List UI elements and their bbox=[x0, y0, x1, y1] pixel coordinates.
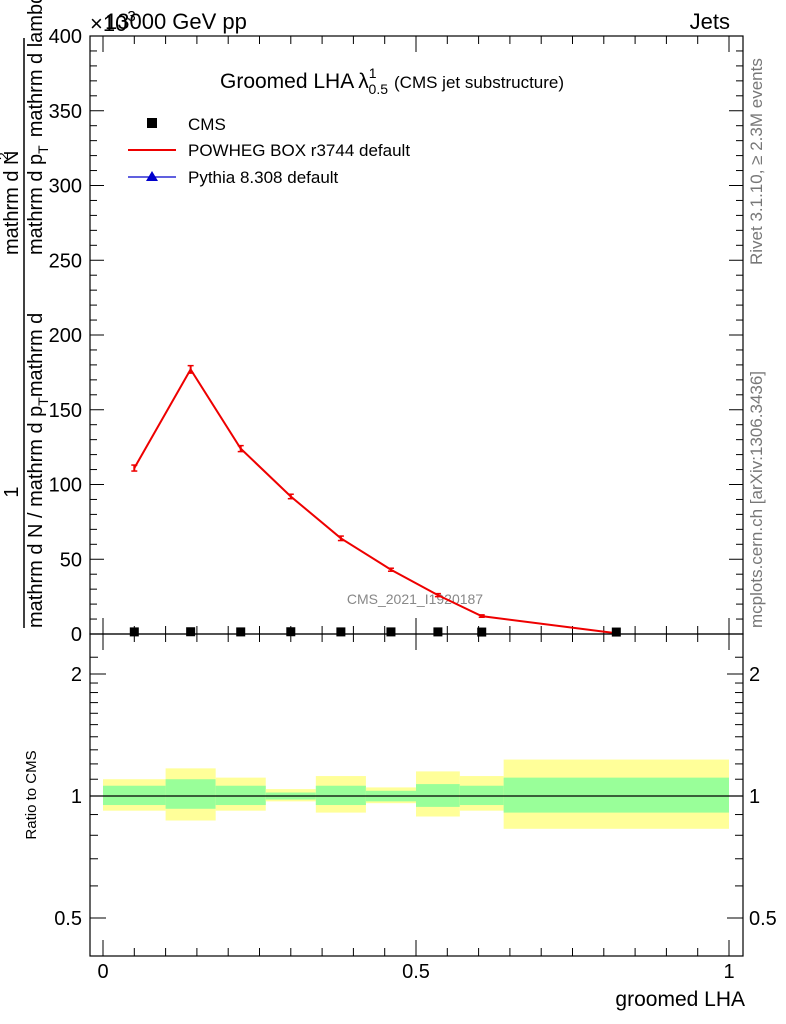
ratio-y-tick-label-right: 1 bbox=[749, 786, 760, 808]
ratio-inner-band bbox=[103, 785, 166, 806]
x-tick-label: 0 bbox=[97, 961, 108, 983]
legend: CMS POWHEG BOX r3744 default Pythia 8.30… bbox=[128, 115, 410, 187]
title-subscript: 0.5 bbox=[369, 81, 389, 97]
header-process: Jets bbox=[690, 9, 730, 34]
y-label-dn-dpt: mathrm d N / mathrm d p bbox=[25, 406, 47, 628]
main-plot-title: Groomed LHA λ1 0.5 (CMS jet substructure) bbox=[220, 65, 564, 97]
ratio-inner-band bbox=[459, 785, 504, 806]
ratio-y-tick-label: 2 bbox=[71, 664, 82, 686]
main-y-tick-label: 100 bbox=[49, 475, 82, 497]
main-y-tick-label: 150 bbox=[49, 400, 82, 422]
y-label-one: 1 bbox=[1, 486, 23, 497]
mcplots-label: mcplots.cern.ch [arXiv:1306.3436] bbox=[747, 371, 766, 628]
main-y-ticks: 0 50 100 150 200 250 300 350 400 bbox=[49, 26, 743, 646]
title-lambda: λ bbox=[358, 70, 369, 93]
title-superscript: 1 bbox=[369, 65, 377, 81]
main-y-tick-label: 0 bbox=[71, 624, 82, 646]
main-y-tick-label: 400 bbox=[49, 26, 82, 48]
ratio-bands-layer bbox=[103, 759, 729, 829]
main-y-tick-label: 300 bbox=[49, 176, 82, 198]
main-x-ticks bbox=[102, 36, 730, 634]
y-label-t-sub: T bbox=[35, 397, 51, 406]
ratio-y-ticks: 0.5 0.5 1 1 2 2 bbox=[54, 656, 777, 930]
cms-data-point bbox=[386, 627, 396, 637]
ratio-inner-band bbox=[215, 785, 266, 806]
main-series-layer bbox=[129, 364, 621, 637]
title-text: Groomed LHA bbox=[220, 70, 354, 93]
main-y-tick-label: 250 bbox=[49, 250, 82, 272]
x-axis-label: groomed LHA bbox=[615, 988, 745, 1011]
ratio-x-ticks: 0 0.5 1 bbox=[97, 634, 735, 983]
ratio-inner-band bbox=[503, 777, 729, 813]
cms-data-point bbox=[129, 627, 139, 637]
main-y-tick-label: 50 bbox=[60, 549, 82, 571]
y-multiplier-power: 3 bbox=[127, 8, 135, 25]
ratio-y-tick-label-right: 2 bbox=[749, 664, 760, 686]
rivet-label: Rivet 3.1.10, ≥ 2.3M events bbox=[747, 58, 766, 265]
ratio-y-label: Ratio to CMS bbox=[23, 750, 40, 839]
y-label-power: 2 bbox=[0, 152, 11, 160]
main-y-tick-label: 350 bbox=[49, 101, 82, 123]
x-tick-label: 0.5 bbox=[402, 961, 430, 983]
main-y-label: 1 mathrm d N / mathrm d pTmathrm d mathr… bbox=[0, 0, 51, 628]
y-multiplier: ×103 bbox=[90, 8, 136, 36]
ratio-inner-band bbox=[315, 785, 366, 806]
cms-data-point bbox=[477, 627, 487, 637]
cms-data-point bbox=[286, 627, 296, 637]
cms-data-point bbox=[611, 627, 621, 637]
ratio-inner-band bbox=[165, 779, 216, 809]
ratio-y-tick-label: 0.5 bbox=[54, 908, 82, 930]
cms-data-point bbox=[186, 627, 196, 637]
y-label-numerator: mathrm d pTmathrm d lambda bbox=[25, 0, 51, 255]
legend-pythia-label: Pythia 8.308 default bbox=[188, 168, 339, 187]
x-tick-label: 1 bbox=[723, 961, 734, 983]
cms-data-point bbox=[433, 627, 443, 637]
header-energy: 13000 GeV pp bbox=[105, 9, 247, 34]
ratio-y-tick-label-right: 0.5 bbox=[749, 908, 777, 930]
y-label-dlambda: mathrm d lambda bbox=[25, 0, 47, 137]
legend-pythia-marker bbox=[146, 171, 158, 181]
title-suffix: (CMS jet substructure) bbox=[394, 73, 564, 92]
y-label-t-sub-2: T bbox=[35, 145, 51, 154]
cms-data-point bbox=[236, 627, 246, 637]
legend-powheg-label: POWHEG BOX r3744 default bbox=[188, 141, 410, 160]
y-label-denominator: mathrm d N / mathrm d pTmathrm d bbox=[25, 313, 51, 628]
main-y-tick-label: 200 bbox=[49, 325, 82, 347]
y-multiplier-base: ×10 bbox=[90, 11, 127, 36]
y-label-dp: mathrm d p bbox=[25, 154, 47, 255]
ratio-y-tick-label: 1 bbox=[71, 786, 82, 808]
y-label-dn: mathrm d N bbox=[1, 151, 23, 255]
y-label-d2n: mathrm d bbox=[25, 313, 47, 397]
cms-data-point bbox=[336, 627, 346, 637]
analysis-watermark: CMS_2021_I1920187 bbox=[347, 591, 483, 607]
legend-cms-marker bbox=[147, 118, 157, 128]
legend-cms-label: CMS bbox=[188, 115, 226, 134]
